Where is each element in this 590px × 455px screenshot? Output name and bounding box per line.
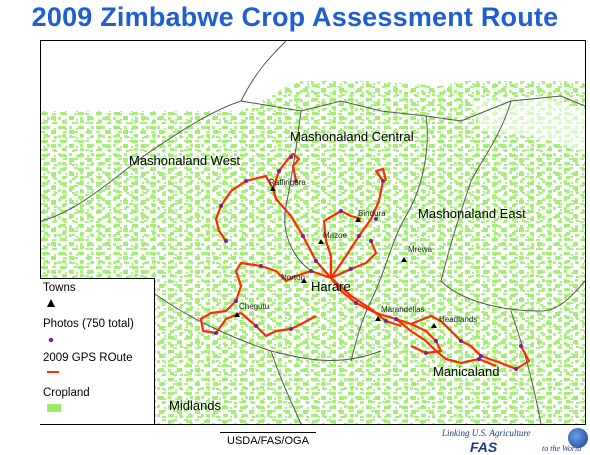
town-marandellas: Marandellas xyxy=(381,305,425,314)
source-credit: USDA/FAS/OGA xyxy=(220,432,316,447)
town-chegutu: Chegutu xyxy=(239,302,270,311)
legend-triangle-icon xyxy=(47,299,55,307)
town-harare: Harare xyxy=(311,279,351,294)
gps-route xyxy=(199,152,531,371)
fas-wordmark: FAS xyxy=(470,439,498,455)
legend-dot-icon xyxy=(48,337,54,343)
fas-logo: Linking U.S. Agriculture FAS to the Worl… xyxy=(430,428,590,455)
town-mrewa: Mrewa xyxy=(408,245,433,254)
town-raffingora: Raffingora xyxy=(269,178,306,187)
town-headlands: Headlands xyxy=(439,315,478,324)
region-manicaland: Manicaland xyxy=(433,364,500,379)
town-mazoe: Mazoe xyxy=(323,231,348,240)
fas-tagline: Linking U.S. Agriculture xyxy=(442,428,531,438)
legend-route-label: 2009 GPS ROute xyxy=(43,352,133,364)
map-title: 2009 Zimbabwe Crop Assessment Route xyxy=(31,2,559,32)
photo-points xyxy=(214,155,523,371)
region-mashonaland-central: Mashonaland Central xyxy=(290,129,414,144)
region-mashonaland-west: Mashonaland West xyxy=(129,153,241,168)
legend-cropland-label: Cropland xyxy=(43,387,90,399)
legend-photos-label: Photos (750 total) xyxy=(43,318,134,330)
globe-icon xyxy=(568,428,588,448)
town-markers xyxy=(234,186,437,328)
legend-towns-label: Towns xyxy=(43,282,76,294)
region-mashonaland-east: Mashonaland East xyxy=(418,206,526,221)
map-legend: Towns Photos (750 total) 2009 GPS ROute … xyxy=(40,278,155,424)
legend-route-line-icon xyxy=(47,371,59,373)
legend-cropland-swatch xyxy=(47,404,61,412)
region-midlands: Midlands xyxy=(169,398,222,413)
fas-world: to the World xyxy=(542,444,582,453)
town-bindura: Bindura xyxy=(358,209,386,218)
town-norton: Norton xyxy=(281,273,306,282)
